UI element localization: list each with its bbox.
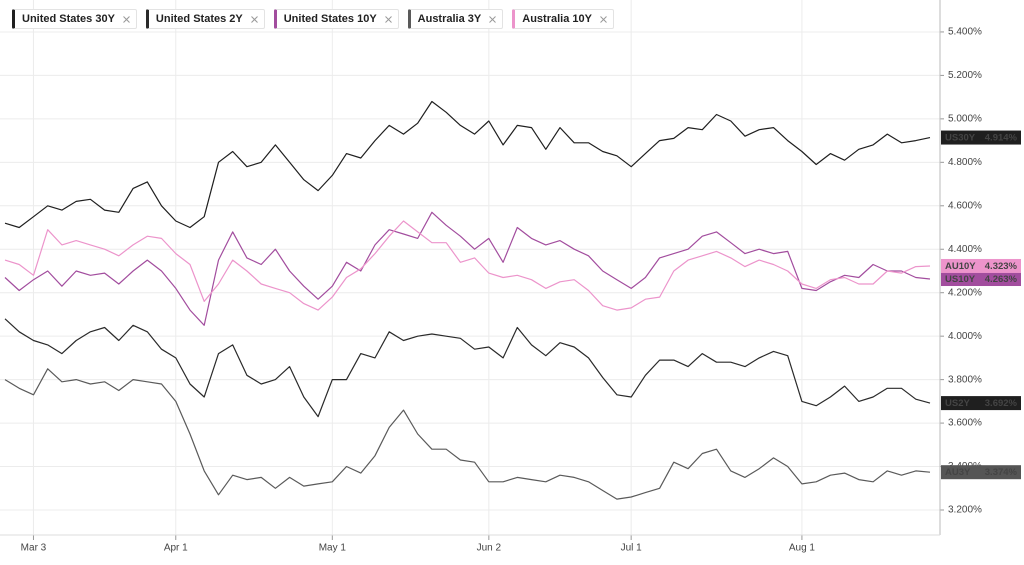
y-tick-label: 5.400% [948, 27, 982, 38]
legend-item[interactable]: Australia 3Y [407, 9, 504, 29]
end-label-value: 3.374% [985, 467, 1018, 478]
legend-label: United States 10Y [283, 13, 377, 25]
remove-icon[interactable] [250, 15, 258, 23]
end-label-box [941, 130, 1021, 145]
end-label-value: 4.323% [985, 261, 1018, 272]
legend-item[interactable]: United States 30Y [12, 9, 137, 29]
end-label-box [941, 465, 1021, 480]
end-label-name: US2Y [945, 398, 970, 409]
series-line [4, 100, 931, 229]
y-tick-label: 4.600% [948, 200, 982, 211]
end-label-name: US10Y [945, 274, 976, 285]
end-label-value: 4.263% [985, 274, 1018, 285]
legend-item[interactable]: United States 10Y [273, 9, 399, 29]
legend-label: Australia 3Y [417, 13, 482, 25]
end-label-name: US30Y [945, 133, 976, 144]
remove-icon[interactable] [489, 15, 497, 23]
y-tick-label: 3.800% [948, 374, 982, 385]
y-tick-label: 4.000% [948, 331, 982, 342]
legend-label: United States 30Y [22, 13, 115, 25]
series-line [4, 211, 931, 326]
legend-item[interactable]: United States 2Y [145, 9, 265, 29]
end-label: US10Y 4.263% [941, 272, 1021, 287]
remove-icon[interactable] [600, 15, 607, 23]
series-line [4, 368, 931, 500]
end-label-value: 4.914% [985, 133, 1018, 144]
end-label-value: 3.692% [985, 398, 1018, 409]
end-label: US30Y 4.914% [941, 130, 1021, 145]
y-tick-label: 5.200% [948, 70, 982, 81]
end-label-name: AU10Y [945, 261, 976, 272]
y-tick-label: 4.400% [948, 244, 982, 255]
legend-label: Australia 10Y [522, 13, 592, 25]
legend-label: United States 2Y [155, 13, 243, 25]
end-label-box [941, 258, 1021, 273]
x-tick-label: Apr 1 [164, 543, 188, 554]
y-tick-label: 4.200% [948, 287, 982, 298]
series-line [4, 220, 931, 311]
legend: United States 30Y United States 2Y United … [12, 9, 614, 29]
x-tick-label: Aug 1 [789, 543, 816, 554]
y-tick-label: 3.600% [948, 418, 982, 429]
end-label: AU3Y 3.374% [941, 465, 1021, 480]
x-tick-label: Mar 3 [21, 543, 47, 554]
y-tick-label: 4.800% [948, 157, 982, 168]
x-tick-label: Jul 1 [621, 543, 643, 554]
x-tick-label: May 1 [319, 543, 347, 554]
remove-icon[interactable] [384, 15, 392, 23]
end-label: AU10Y 4.323% [941, 258, 1021, 273]
series-line [4, 318, 931, 418]
y-tick-label: 3.200% [948, 505, 982, 516]
remove-icon[interactable] [123, 15, 130, 23]
y-tick-label: 5.000% [948, 114, 982, 125]
x-tick-label: Jun 2 [477, 543, 502, 554]
end-label-name: AU3Y [945, 467, 971, 478]
legend-item[interactable]: Australia 10Y [512, 9, 614, 29]
end-label-box [941, 272, 1021, 287]
end-label: US2Y 3.692% [941, 396, 1021, 411]
end-label-box [941, 396, 1021, 411]
